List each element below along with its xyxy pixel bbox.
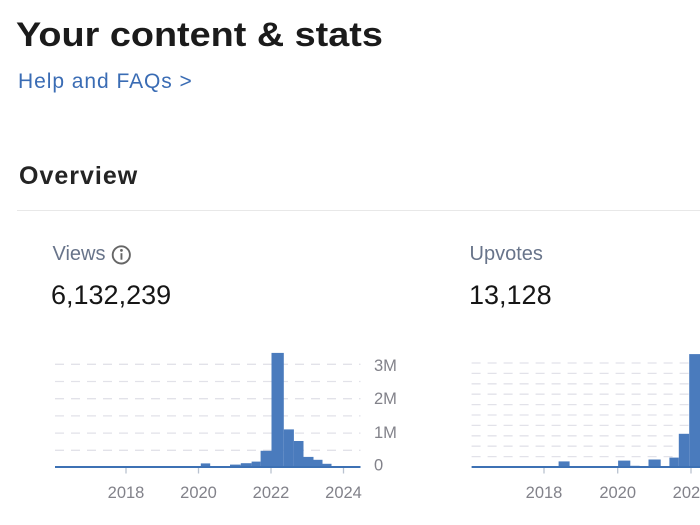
svg-text:0: 0 bbox=[374, 456, 383, 474]
svg-text:2018: 2018 bbox=[108, 484, 145, 502]
svg-text:2022: 2022 bbox=[253, 484, 290, 502]
svg-text:2020: 2020 bbox=[180, 484, 217, 502]
svg-text:2020: 2020 bbox=[599, 484, 636, 502]
svg-text:2022: 2022 bbox=[673, 484, 700, 502]
svg-text:2024: 2024 bbox=[325, 484, 362, 502]
svg-text:2018: 2018 bbox=[526, 484, 563, 502]
svg-text:3M: 3M bbox=[374, 357, 397, 375]
svg-text:1M: 1M bbox=[374, 424, 397, 442]
svg-text:2M: 2M bbox=[374, 390, 397, 408]
